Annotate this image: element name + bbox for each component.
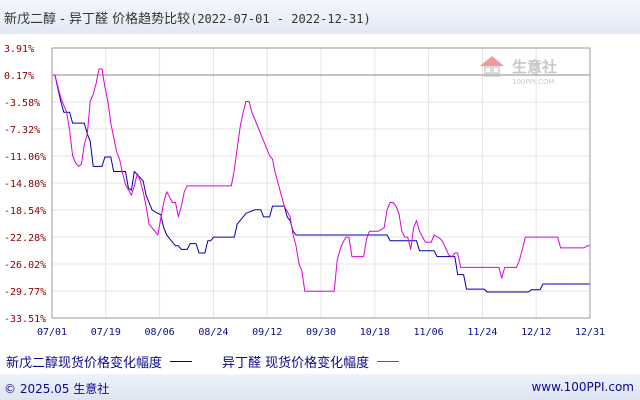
x-tick-label: 12/31 [575,327,605,338]
footer-site-link[interactable]: www.100PPI.com [531,380,634,394]
grid [52,48,590,318]
price-trend-chart: 生意社 100PPI.COM 3.91% 0.17% -3.58% -7.32% -11… [4,44,605,338]
x-tick-label: 11/24 [467,327,497,338]
x-tick-label: 11/06 [414,327,444,338]
y-tick-label: 3.91% [4,44,34,55]
legend-label-series-2: 异丁醛 现货价格变化幅度 [222,356,370,371]
y-tick-label: -29.77% [4,287,46,298]
x-axis-ticks: 07/01 07/19 08/06 08/24 09/12 09/30 10/18 11/06… [37,327,605,338]
y-tick-label: -18.54% [4,206,46,217]
x-tick-label: 10/18 [360,327,390,338]
x-tick-label: 12/12 [521,327,551,338]
series-line-1 [52,74,590,293]
y-tick-label: -11.06% [4,152,46,163]
x-tick-label: 08/06 [145,327,175,338]
chart-area: 生意社 100PPI.COM 3.91% 0.17% -3.58% -7.32% -11… [0,34,640,344]
series-line-2 [52,68,590,292]
y-tick-label: -7.32% [4,125,40,136]
chart-title: 新戊二醇 - 异丁醛 价格趋势比较 [4,12,191,27]
y-tick-label: -22.28% [4,233,46,244]
x-tick-label: 09/30 [306,327,336,338]
x-tick-label: 07/19 [91,327,121,338]
watermark: 生意社 100PPI.COM [480,56,557,86]
legend-label-series-1: 新戊二醇现货价格变化幅度 [6,356,163,371]
series-lines [52,68,590,293]
legend: 新戊二醇现货价格变化幅度 异丁醛 现货价格变化幅度 [0,346,640,372]
plot-frame [51,47,591,319]
legend-item-series-1: 新戊二醇现货价格变化幅度 [6,352,193,371]
y-tick-label: -33.51% [4,314,46,325]
chart-title-bar: 新戊二醇 - 异丁醛 价格趋势比较(2022-07-01 - 2022-12-3… [0,0,640,34]
footer-copyright: © 2025.05 生意社 [4,382,110,396]
y-axis-ticks: 3.91% 0.17% -3.58% -7.32% -11.06% -14.80% -18.… [4,44,46,325]
house-logo-icon [480,56,504,77]
x-tick-label: 09/12 [252,327,282,338]
legend-swatch-series-1 [170,361,193,362]
y-tick-label: -3.58% [4,98,40,109]
x-tick-label: 08/24 [198,327,228,338]
watermark-brand: 生意社 [512,58,557,76]
y-tick-label: 0.17% [4,71,34,82]
legend-item-series-2: 异丁醛 现货价格变化幅度 [222,352,400,371]
footer: © 2025.05 生意社 www.100PPI.com [0,374,640,400]
x-tick-label: 07/01 [37,327,67,338]
y-tick-label: -14.80% [4,179,46,190]
y-tick-label: -26.02% [4,260,46,271]
legend-swatch-series-2 [377,361,400,362]
watermark-url: 100PPI.COM [512,78,555,86]
chart-date-range: (2022-07-01 - 2022-12-31) [190,12,371,26]
